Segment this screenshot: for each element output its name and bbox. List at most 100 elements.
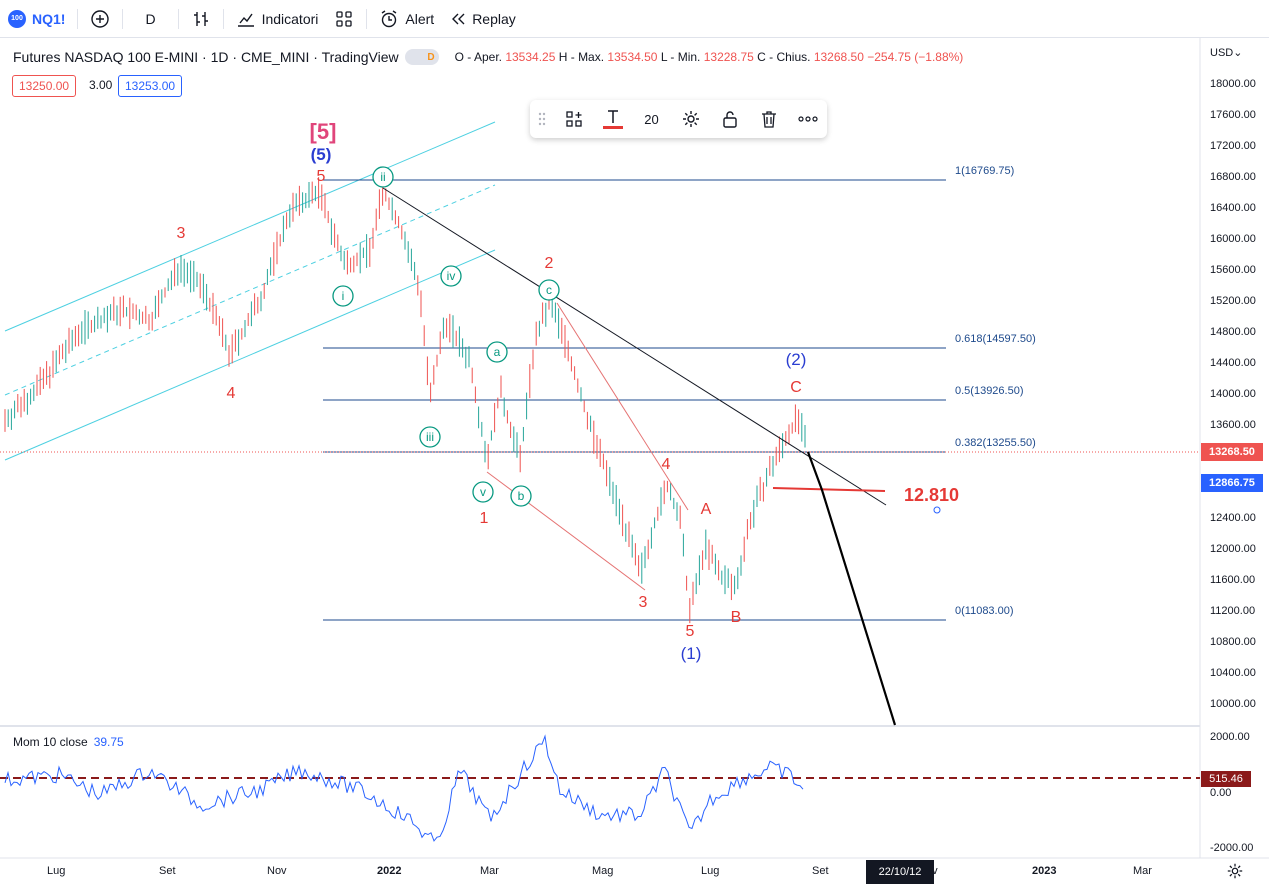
support-line[interactable] [772, 487, 886, 492]
wave-C: C [790, 379, 802, 396]
wave-label-g_b: b [518, 489, 525, 503]
time-tick: Lug [701, 865, 720, 877]
compare-button[interactable] [82, 0, 118, 37]
wave-5-paren: (5) [311, 145, 332, 164]
close-value: 13268.50 [813, 50, 864, 64]
spread-value: 3.00 [89, 78, 113, 92]
wedge-upper-line[interactable] [556, 302, 689, 511]
wave-3: 3 [639, 594, 648, 611]
wave-circle-g_i [332, 285, 354, 307]
time-tick: 2023 [1032, 865, 1057, 877]
price-bars [4, 177, 806, 624]
open-value: 13534.25 [505, 50, 556, 64]
price-tick: 12000.00 [1210, 543, 1256, 555]
wave-label-g_iii: iii [426, 430, 434, 444]
price-tick: 12400.00 [1210, 512, 1256, 524]
more-dots-icon [797, 116, 818, 122]
delete-button[interactable] [749, 100, 788, 138]
line-price-badge: 12866.75 [1201, 474, 1263, 492]
downtrend-line[interactable] [382, 187, 887, 506]
blue-wave-labels: (5) (1) (2) [311, 145, 807, 663]
text-color-button[interactable] [593, 100, 632, 138]
alert-label: Alert [405, 10, 435, 27]
crosshair-date-badge: 22/10/12 [866, 860, 934, 884]
wedge-lower-line[interactable] [486, 471, 646, 591]
indicators-label: Indicatori [261, 10, 319, 27]
wave-circle-g_a [486, 341, 508, 363]
wave-5-top: 5 [317, 168, 326, 185]
trash-icon [761, 111, 776, 128]
currency-selector[interactable]: USD⌄ [1210, 47, 1243, 59]
momentum-tick: 2000.00 [1210, 731, 1250, 743]
sell-price-box[interactable]: 13250.00 [12, 75, 77, 97]
delay-badge: D [404, 49, 439, 65]
chart-area[interactable]: 1(16769.75) 0.618(14597.50) 0.5(13926.50… [0, 38, 1269, 891]
gear-icon [1227, 863, 1243, 879]
buy-price-box[interactable]: 13253.00 [118, 75, 183, 97]
red-wave-labels: [5] 5 3 4 1 2 3 4 5 A B C [177, 119, 802, 640]
wave-label-g_v: v [480, 485, 486, 499]
chart-type-button[interactable] [183, 0, 219, 37]
price-axis[interactable]: USD⌄ 18000.00 17600.00 17200.00 16800.00 164… [1200, 38, 1269, 858]
bars-chart-icon [193, 11, 208, 26]
lock-button[interactable] [710, 100, 749, 138]
time-tick: Lug [47, 865, 66, 877]
instrument-title[interactable]: Futures NASDAQ 100 E-MINI · 1D · CME_MIN… [13, 49, 399, 65]
low-label: L - Min. [660, 50, 701, 64]
alert-button[interactable]: Alert [371, 0, 442, 37]
anchor-point[interactable] [933, 506, 941, 514]
settings-button[interactable] [671, 100, 710, 138]
wave-circle-g_iii [419, 426, 441, 448]
interval-button[interactable]: D [127, 0, 173, 37]
more-button[interactable] [788, 100, 827, 138]
divider [77, 8, 79, 29]
templates-button[interactable] [326, 0, 362, 37]
fib-label-0618: 0.618(14597.50) [955, 333, 1036, 345]
ascending-channel[interactable] [4, 121, 496, 461]
momentum-name: Mom 10 close [13, 735, 88, 749]
wave-label-g_c: c [546, 283, 552, 297]
template-button[interactable] [554, 100, 593, 138]
wave-circle-g_b [510, 485, 532, 507]
drag-handle[interactable] [530, 100, 554, 138]
momentum-tick: -2000.00 [1210, 842, 1254, 854]
wave-label-g_i: i [342, 289, 345, 303]
interval-label: D [145, 10, 156, 27]
target-annotation[interactable]: 12.810 [904, 485, 959, 505]
price-tick: 10000.00 [1210, 698, 1256, 710]
symbol-search[interactable]: 100 NQ1! [0, 0, 73, 37]
wave-label-g_iv: iv [447, 269, 456, 283]
time-tick: Mag [592, 865, 614, 877]
price-tick: 17600.00 [1210, 109, 1256, 121]
fib-label-0: 0(11083.00) [955, 605, 1014, 617]
symbol-logo-icon: 100 [8, 9, 26, 28]
indicators-button[interactable]: Indicatori [228, 0, 327, 37]
projection-arrow[interactable] [806, 451, 897, 726]
price-tick: 13600.00 [1210, 419, 1256, 431]
wave-5: 5 [686, 623, 695, 640]
momentum-legend[interactable]: Mom 10 close 39.75 [13, 735, 124, 749]
change-value: −254.75 (−1.88%) [867, 50, 964, 64]
fib-retracement[interactable] [323, 179, 946, 621]
gear-icon [682, 111, 699, 127]
wave-2: 2 [545, 255, 554, 272]
top-toolbar: 100 NQ1! D Indicatori Alert Replay [0, 0, 1269, 38]
wave-circle-g_iv [440, 265, 462, 287]
chart-settings-button[interactable] [1226, 862, 1244, 885]
price-tick: 14000.00 [1210, 388, 1256, 400]
price-tick: 15200.00 [1210, 295, 1256, 307]
momentum-level-badge: 515.46 [1201, 771, 1251, 787]
wave-3-top: 3 [177, 225, 186, 242]
fib-label-05: 0.5(13926.50) [955, 385, 1024, 397]
time-axis[interactable]: LugSetNov2022MarMagLugSetov2023Mar [0, 859, 1200, 891]
chart-legend: Futures NASDAQ 100 E-MINI · 1D · CME_MIN… [13, 49, 963, 65]
price-tick: 14400.00 [1210, 357, 1256, 369]
price-tick: 18000.00 [1210, 78, 1256, 90]
low-value: 13228.75 [703, 50, 754, 64]
time-tick: Set [812, 865, 829, 877]
high-value: 13534.50 [607, 50, 658, 64]
replay-button[interactable]: Replay [442, 0, 524, 37]
replay-label: Replay [472, 10, 516, 27]
font-size-button[interactable]: 20 [644, 111, 659, 127]
